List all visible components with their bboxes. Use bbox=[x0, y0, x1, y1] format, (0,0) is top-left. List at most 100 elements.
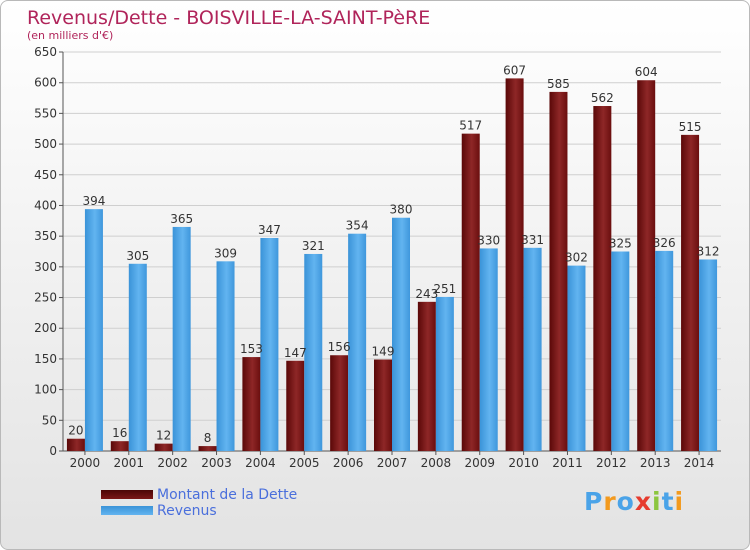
bar-dette bbox=[110, 441, 129, 451]
y-tick-label: 400 bbox=[34, 198, 57, 212]
data-label-dette: 16 bbox=[112, 426, 127, 440]
bar-revenus bbox=[435, 296, 454, 451]
bar-dette bbox=[286, 360, 305, 451]
x-tick-label: 2001 bbox=[114, 456, 145, 470]
y-tick-label: 600 bbox=[34, 76, 57, 90]
bar-dette bbox=[66, 438, 85, 451]
x-tick-label: 2007 bbox=[377, 456, 408, 470]
data-label-revenus: 309 bbox=[214, 246, 237, 260]
x-tick-label: 2005 bbox=[289, 456, 320, 470]
x-tick-label: 2004 bbox=[245, 456, 276, 470]
chart-subtitle: (en milliers d'€) bbox=[27, 29, 114, 42]
legend-label-revenus: Revenus bbox=[157, 503, 217, 519]
y-tick-label: 200 bbox=[34, 321, 57, 335]
bar-dette bbox=[637, 80, 656, 451]
y-tick-label: 500 bbox=[34, 137, 57, 151]
data-label-dette: 243 bbox=[415, 287, 438, 301]
y-tick-label: 550 bbox=[34, 106, 57, 120]
x-tick-label: 2000 bbox=[70, 456, 101, 470]
data-label-revenus: 326 bbox=[653, 236, 676, 250]
data-label-dette: 517 bbox=[459, 119, 482, 133]
bar-revenus bbox=[172, 226, 191, 451]
data-label-dette: 149 bbox=[372, 345, 395, 359]
data-label-revenus: 380 bbox=[390, 203, 413, 217]
data-label-dette: 8 bbox=[204, 431, 212, 445]
data-label-dette: 153 bbox=[240, 342, 263, 356]
bar-revenus bbox=[611, 251, 630, 451]
y-tick-label: 50 bbox=[42, 413, 57, 427]
data-label-dette: 20 bbox=[68, 424, 83, 438]
data-label-revenus: 394 bbox=[82, 194, 105, 208]
bar-dette bbox=[242, 357, 261, 451]
bar-revenus bbox=[699, 259, 718, 451]
bar-revenus bbox=[479, 248, 498, 451]
x-tick-label: 2009 bbox=[464, 456, 495, 470]
data-label-revenus: 331 bbox=[521, 233, 544, 247]
data-label-revenus: 347 bbox=[258, 223, 281, 237]
data-label-revenus: 251 bbox=[433, 282, 456, 296]
x-tick-label: 2010 bbox=[508, 456, 539, 470]
bar-revenus bbox=[523, 247, 542, 451]
bar-revenus bbox=[304, 253, 323, 451]
data-label-dette: 515 bbox=[679, 120, 702, 134]
legend-swatch-dette bbox=[101, 490, 153, 499]
bar-revenus bbox=[260, 237, 279, 451]
bar-dette bbox=[417, 301, 436, 451]
data-label-revenus: 365 bbox=[170, 212, 193, 226]
data-label-revenus: 305 bbox=[126, 249, 149, 263]
x-tick-label: 2013 bbox=[640, 456, 671, 470]
x-tick-label: 2011 bbox=[552, 456, 583, 470]
bar-dette bbox=[374, 359, 392, 451]
data-label-dette: 562 bbox=[591, 91, 614, 105]
data-label-dette: 147 bbox=[284, 346, 307, 360]
y-tick-label: 450 bbox=[34, 168, 57, 182]
data-label-revenus: 321 bbox=[302, 239, 325, 253]
bar-dette bbox=[461, 133, 480, 451]
bar-dette bbox=[681, 134, 700, 451]
y-tick-label: 350 bbox=[34, 229, 57, 243]
data-label-dette: 604 bbox=[635, 65, 658, 79]
bar-dette bbox=[198, 446, 217, 451]
data-labels: 20 394 16 305 12 365 8 309 153 347 147 321 156 354 149… bbox=[68, 63, 719, 445]
x-tick-label: 2002 bbox=[157, 456, 188, 470]
y-tick-label: 650 bbox=[34, 45, 57, 59]
chart-title: Revenus/Dette - BOISVILLE-LA-SAINT-PèRE bbox=[27, 7, 431, 29]
bar-revenus bbox=[392, 217, 410, 451]
bar-dette bbox=[505, 78, 524, 451]
legend-swatch-revenus bbox=[101, 506, 153, 515]
bar-dette bbox=[330, 355, 349, 451]
proxiti-logo: Proxiti bbox=[584, 487, 685, 516]
y-tick-label: 0 bbox=[49, 444, 57, 458]
data-label-revenus: 302 bbox=[565, 251, 588, 265]
x-tick-label: 2012 bbox=[596, 456, 627, 470]
data-label-dette: 585 bbox=[547, 77, 570, 91]
y-tick-label: 100 bbox=[34, 383, 57, 397]
bar-dette bbox=[154, 443, 173, 451]
bar-revenus bbox=[216, 261, 235, 451]
data-label-revenus: 330 bbox=[477, 233, 500, 247]
bar-revenus bbox=[567, 265, 586, 451]
data-label-dette: 156 bbox=[328, 340, 351, 354]
y-tick-label: 150 bbox=[34, 352, 57, 366]
bar-revenus bbox=[128, 263, 147, 451]
y-tick-label: 250 bbox=[34, 291, 57, 305]
data-label-revenus: 325 bbox=[609, 237, 632, 251]
data-label-revenus: 354 bbox=[346, 219, 369, 233]
data-label-revenus: 312 bbox=[697, 244, 720, 258]
bar-revenus bbox=[348, 233, 367, 451]
x-tick-label: 2003 bbox=[201, 456, 232, 470]
data-label-dette: 12 bbox=[156, 429, 171, 443]
x-tick-label: 2014 bbox=[684, 456, 715, 470]
bar-revenus bbox=[84, 209, 103, 451]
data-label-dette: 607 bbox=[503, 63, 526, 77]
bar-dette bbox=[593, 106, 612, 451]
y-tick-label: 300 bbox=[34, 260, 57, 274]
bar-dette bbox=[549, 91, 568, 452]
x-tick-label: 2006 bbox=[333, 456, 364, 470]
bar-revenus bbox=[655, 250, 674, 451]
axes: 0 50 100 150 200 250 300 350 400 450 500 550 600 650 2… bbox=[34, 45, 721, 470]
legend-label-dette: Montant de la Dette bbox=[157, 487, 298, 503]
bars bbox=[66, 78, 718, 452]
